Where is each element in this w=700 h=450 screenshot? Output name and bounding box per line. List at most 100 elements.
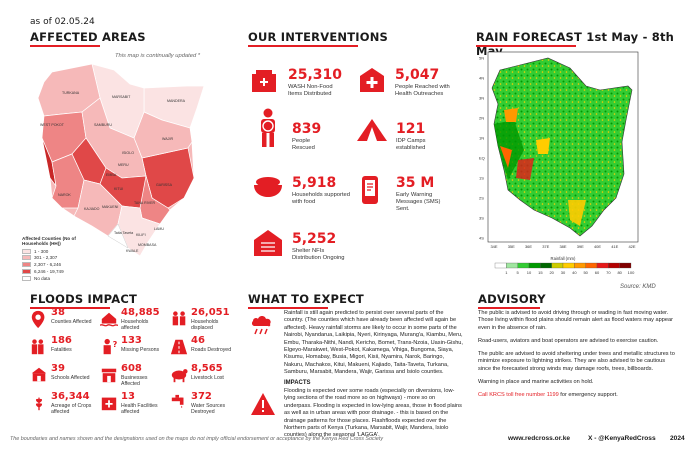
legend-swatch	[22, 262, 31, 268]
lon-tick-label: 38E	[559, 244, 566, 249]
impact-label: Roads Destroyed	[191, 347, 232, 353]
shelter-icon	[254, 230, 282, 256]
impact-value: 46	[191, 335, 205, 346]
impact-item: 26,051 Households displaced	[170, 308, 238, 334]
floods-impact-underline	[30, 307, 110, 309]
water-tap-icon	[171, 394, 184, 408]
colorbar-swatch	[540, 262, 552, 269]
lat-tick-label: 3N	[479, 96, 484, 101]
map-update-note: This map is continually updated *	[115, 53, 201, 59]
intervention-label: Households supported with food	[292, 192, 351, 205]
colorbar-tick-label: 30	[561, 270, 566, 275]
school-icon	[31, 367, 47, 382]
impact-item: 13 Health Facilities affected	[100, 392, 168, 418]
impact-item: 186 Fatalities	[30, 336, 98, 362]
colorbar-swatch	[619, 262, 632, 269]
advisory-paragraph: Road-users, aviators and boat operators …	[478, 337, 659, 344]
advisory-hotline: Call KRCS toll free number 1199 for emer…	[478, 392, 678, 399]
hotline-number[interactable]: Call KRCS toll free number 1199	[478, 392, 559, 399]
legend-swatch	[22, 248, 31, 254]
map-label: MERU	[118, 163, 129, 167]
lon-tick-label: 34E	[490, 244, 497, 249]
colorbar-tick-label: 50	[583, 270, 588, 275]
fatalities-icon	[31, 339, 44, 355]
lat-tick-label: 4N	[479, 76, 484, 81]
map-label: GARISSA	[156, 183, 173, 187]
health-facility-icon	[101, 397, 117, 411]
interventions-title: OUR INTERVENTIONS	[248, 30, 389, 44]
colorbar-tick-label: 1	[505, 270, 508, 275]
lat-tick-label: 1S	[479, 176, 484, 181]
impact-value: 38	[51, 307, 65, 318]
legend-row: No data	[22, 276, 84, 281]
impact-item: 38 Counties Affected	[30, 308, 98, 334]
colorbar-swatch	[506, 262, 518, 269]
legend-row: 1 - 300	[22, 249, 84, 254]
colorbar-swatch	[596, 262, 609, 269]
colorbar-swatch	[551, 262, 564, 269]
crops-icon	[35, 397, 43, 411]
colorbar-swatch	[574, 262, 586, 269]
footer-disclaimer: The boundaries and names shown and the d…	[10, 436, 384, 442]
road-icon	[170, 339, 188, 355]
rain-forecast-map: 34E 35E 36E 37E 38E 39E 40E 41E 42E 5N 4N 3N 2N 1N EQ…	[479, 51, 639, 275]
impact-value: 8,565	[191, 363, 223, 374]
impact-item: 46 Roads Destroyed	[170, 336, 238, 362]
colorbar-swatch	[517, 262, 530, 269]
lat-tick-label: 1N	[479, 136, 484, 141]
impact-value: 608	[121, 363, 142, 374]
impact-label: Households displaced	[191, 319, 219, 332]
impact-value: 39	[51, 363, 65, 374]
forecast-underline	[476, 45, 576, 47]
colorbar-tick-label: 5	[517, 270, 520, 275]
floods-impact-title: FLOODS IMPACT	[30, 292, 138, 306]
impact-value: 36,344	[51, 391, 90, 402]
footer-website[interactable]: www.redcross.or.ke	[508, 435, 571, 442]
colorbar-tick-label: 20	[549, 270, 554, 275]
advisory-title: ADVISORY	[478, 292, 546, 306]
colorbar-swatch	[585, 262, 598, 269]
map-pin-icon	[31, 310, 45, 328]
intervention-label: People Reached with Health Outreaches	[395, 84, 450, 97]
livestock-icon	[171, 369, 188, 383]
interventions-underline	[248, 45, 358, 47]
intervention-value: 839	[292, 121, 322, 137]
sms-icon	[362, 176, 378, 204]
medical-cross-icon	[360, 68, 384, 92]
map-label: MANDERA	[167, 99, 186, 103]
lon-tick-label: 39E	[577, 244, 584, 249]
impact-item: 36,344 Acreage of Crops affected	[30, 392, 98, 418]
impact-item: ? 133 Missing Persons	[100, 336, 168, 362]
intervention-label: People Rescued	[292, 138, 315, 151]
advisory-paragraph: The public is advised to avoid driving t…	[478, 310, 673, 331]
map-label: MAKUENI	[102, 205, 118, 209]
map-label: WEST POKOT	[40, 123, 65, 127]
colorbar-swatch	[494, 262, 507, 269]
tent-icon	[357, 119, 387, 141]
impact-item: 8,565 Livestock Lost	[170, 364, 238, 390]
legend-label: 301 - 2,307	[34, 255, 58, 261]
lat-tick-label: EQ	[479, 156, 485, 161]
impact-value: 13	[121, 391, 135, 402]
legend-label: 6,246 - 19,749	[34, 268, 64, 274]
what-to-expect-underline	[248, 307, 328, 309]
business-icon	[101, 368, 117, 383]
legend-row: 2,307 - 6,246	[22, 262, 84, 268]
impact-value: 372	[191, 391, 212, 402]
svg-text:?: ?	[113, 339, 118, 349]
map-label: MOMBASA	[138, 243, 157, 247]
footer-social[interactable]: X - @KenyaRedCross	[588, 435, 656, 442]
impact-label: Water Sources Destroyed	[191, 403, 226, 416]
map-label: KAJIADO	[84, 207, 100, 211]
lon-tick-label: 35E	[508, 244, 515, 249]
map-label: SAMBURU	[94, 123, 112, 127]
lat-tick-label: 2N	[479, 116, 484, 121]
legend-row: 301 - 2,307	[22, 255, 84, 261]
intervention-value: 35 M	[396, 175, 435, 191]
advisory-paragraph: Warning in place and marine activities o…	[478, 378, 594, 385]
lon-tick-label: 41E	[611, 244, 618, 249]
warning-icon	[251, 393, 275, 415]
impact-value: 133	[121, 335, 142, 346]
impact-label: Households affected	[121, 319, 149, 332]
map-label: TURKANA	[62, 91, 80, 95]
